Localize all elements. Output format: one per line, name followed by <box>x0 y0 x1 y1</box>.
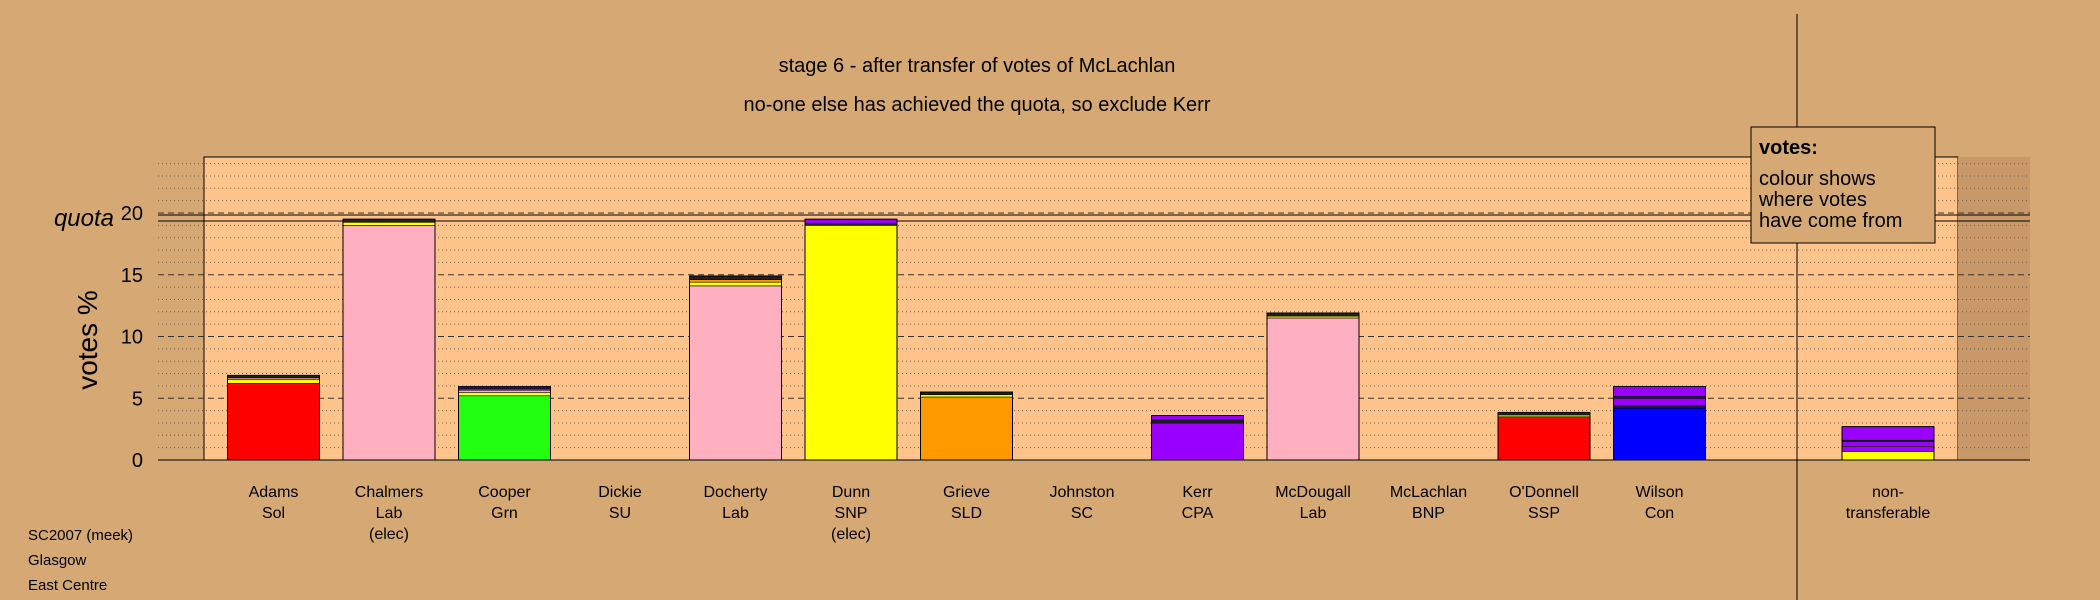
candidate-kerr-bar <box>1151 415 1244 461</box>
candidate-mcdougall-label-1: McDougall <box>1275 484 1351 501</box>
candidate-wilson-segment <box>1613 405 1706 409</box>
candidate-dunn-bar <box>804 218 898 461</box>
candidate-odonnell-bar <box>1497 411 1591 461</box>
legend-frame <box>1750 126 1936 244</box>
y-tick-label: 0 <box>132 450 143 472</box>
candidate-adams-bar <box>227 374 320 461</box>
candidate-wilson-label-2: Con <box>1645 505 1674 522</box>
y-tick-label: 15 <box>121 265 143 287</box>
candidate-docherty-segment <box>689 279 782 283</box>
candidate-adams-segment <box>227 383 320 461</box>
candidate-dickie-label-1: Dickie <box>598 484 642 501</box>
candidate-odonnell-segment <box>1497 416 1591 461</box>
legend-box: votes: colour shows where votes have com… <box>1750 126 1936 244</box>
candidate-kerr-segment <box>1151 419 1244 424</box>
candidate-docherty-segment <box>689 275 782 280</box>
candidate-chalmers-bar <box>342 218 436 461</box>
bars <box>227 218 1935 461</box>
candidate-mcdougall-segment <box>1266 317 1360 461</box>
legend-line-2: where votes <box>1758 189 1867 211</box>
candidate-mclachlan-label-1: McLachlan <box>1390 484 1467 501</box>
candidate-grieve-segment <box>920 394 1013 398</box>
candidate-chalmers-label-1: Chalmers <box>355 484 423 501</box>
nontransferable-bar <box>1841 426 1935 461</box>
candidate-mcdougall-label-2: Lab <box>1300 505 1327 522</box>
candidate-wilson-label-1: Wilson <box>1635 484 1683 501</box>
candidate-docherty-bar <box>689 275 782 461</box>
candidate-johnston-label-2: SC <box>1071 505 1093 522</box>
candidate-docherty-label-2: Lab <box>722 505 749 522</box>
candidate-adams-segment <box>227 379 320 384</box>
candidate-chalmers-segment <box>342 225 436 461</box>
y-axis-label: votes % <box>72 290 103 390</box>
y-tick-label: 10 <box>121 327 143 349</box>
candidate-kerr-label-2: CPA <box>1182 505 1214 522</box>
nontransferable-segment <box>1841 447 1935 452</box>
candidate-grieve-label-2: SLD <box>951 505 982 522</box>
candidate-grieve-label-1: Grieve <box>943 484 990 501</box>
quota-label: quota <box>54 205 114 232</box>
candidate-kerr-segment <box>1151 415 1244 421</box>
nontransferable-shade <box>1958 157 2030 460</box>
candidate-cooper-label-2: Grn <box>491 505 518 522</box>
candidate-cooper-segment <box>458 392 551 397</box>
nontransferable-segment <box>1841 451 1935 461</box>
candidate-docherty-segment <box>689 285 782 461</box>
candidate-adams-label-2: Sol <box>262 505 285 522</box>
candidate-wilson-segment <box>1613 407 1706 461</box>
nontransferable-segment <box>1841 426 1935 441</box>
candidate-mcdougall-bar <box>1266 312 1360 461</box>
candidate-kerr-label-1: Kerr <box>1182 484 1213 501</box>
legend-title: votes: <box>1759 137 1818 159</box>
candidate-dunn-label-3: (elec) <box>831 526 871 543</box>
candidate-mclachlan-label-2: BNP <box>1412 505 1445 522</box>
candidate-johnston-label-1: Johnston <box>1050 484 1115 501</box>
category-labels: Adams Sol Chalmers Lab (elec) Cooper Grn Dickie… <box>249 484 1931 543</box>
chart-subtitle: no-one else has achieved the quota, so e… <box>744 94 1211 116</box>
nontransferable-segment <box>1841 441 1935 447</box>
candidate-dunn-label-2: SNP <box>835 505 868 522</box>
y-tick-label: 5 <box>132 388 143 410</box>
footer-city: Glasgow <box>28 552 87 569</box>
candidate-dunn-segment <box>804 218 898 224</box>
candidate-chalmers-segment <box>342 221 436 226</box>
candidate-grieve-segment <box>920 396 1013 461</box>
candidate-cooper-segment <box>458 395 551 461</box>
candidate-cooper-bar <box>458 386 551 461</box>
candidate-dunn-segment <box>804 225 898 461</box>
candidate-dickie-label-2: SU <box>609 505 631 522</box>
nontransferable-label-1: non- <box>1872 484 1904 501</box>
candidate-kerr-segment <box>1151 422 1244 461</box>
legend-line-1: colour shows <box>1759 168 1876 190</box>
y-tick-label: 20 <box>121 203 143 225</box>
candidate-wilson-segment <box>1613 386 1706 397</box>
candidate-grieve-bar <box>920 391 1013 461</box>
nontransferable-label-2: transferable <box>1846 505 1931 522</box>
candidate-adams-label-1: Adams <box>249 484 299 501</box>
candidate-docherty-segment <box>689 281 782 287</box>
candidate-odonnell-label-2: SSP <box>1528 505 1560 522</box>
candidate-chalmers-label-2: Lab <box>376 505 403 522</box>
candidate-cooper-segment <box>458 389 551 393</box>
candidate-cooper-label-1: Cooper <box>478 484 531 501</box>
candidate-chalmers-label-3: (elec) <box>369 526 409 543</box>
candidate-wilson-bar <box>1613 386 1706 461</box>
y-axis: 0 5 10 15 20 <box>121 203 2030 472</box>
candidate-wilson-segment <box>1613 397 1706 406</box>
footer-election: SC2007 (meek) <box>28 527 134 544</box>
candidate-docherty-label-1: Docherty <box>703 484 767 501</box>
candidate-dunn-label-1: Dunn <box>832 484 870 501</box>
chart-title: stage 6 - after transfer of votes of McL… <box>779 55 1176 77</box>
legend-line-3: have come from <box>1759 210 1902 232</box>
candidate-odonnell-label-1: O'Donnell <box>1509 484 1579 501</box>
footer-ward: East Centre <box>28 577 108 594</box>
